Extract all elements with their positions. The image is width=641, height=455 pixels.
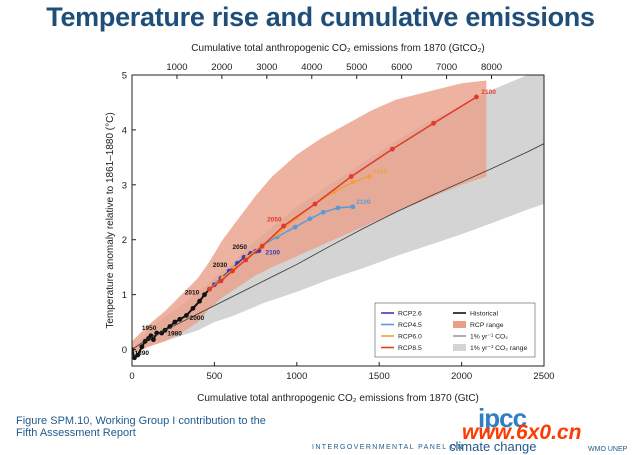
point-rcp8-5	[230, 268, 235, 274]
figure-caption: Figure SPM.10, Working Group I contribut…	[16, 415, 266, 439]
point-historical	[177, 316, 183, 322]
point-rcp8-5	[389, 146, 395, 152]
y-tick-label: 1	[122, 290, 127, 301]
point-historical	[197, 298, 202, 304]
series-layer	[132, 94, 544, 361]
year-label: 1980	[167, 331, 182, 338]
point-rcp8-5	[431, 120, 436, 126]
legend-label-1-yr-co: 1% yr⁻¹ CO₂	[470, 334, 508, 341]
point-rcp8-5	[348, 174, 354, 179]
legend-label-rcp6-0: RCP6.0	[398, 334, 422, 341]
point-rcp6-0	[366, 174, 372, 179]
point-historical	[159, 330, 165, 336]
legend-label-rcp-range: RCP range	[470, 322, 504, 329]
y-tick-label: 2	[122, 235, 127, 246]
x-tick-label: 1500	[369, 371, 390, 382]
year-label: 2000	[190, 315, 205, 322]
point-rcp8-5	[474, 94, 479, 100]
year-label: 2100	[481, 89, 496, 96]
point-historical	[151, 337, 156, 343]
point-rcp4-5	[307, 216, 313, 222]
legend-swatch-1-yr-co-range	[453, 344, 466, 351]
point-labels-layer: 1890 1950 1980 2000 2010 2030 2050 2100 2050 2100…	[134, 89, 496, 357]
point-rcp8-5	[207, 286, 212, 292]
x2-tick-label: 6000	[391, 62, 412, 73]
y-tick-label: 4	[122, 125, 127, 136]
x2-tick-label: 8000	[481, 62, 502, 73]
x2-tick-label: 3000	[256, 62, 277, 73]
x-tick-label: 500	[206, 371, 222, 382]
legend: RCP2.6 RCP4.5 RCP6.0 RCP8.5 Historical RCP ra…	[374, 302, 536, 358]
x2-tick-label: 5000	[346, 62, 367, 73]
legend-label-historical: Historical	[470, 311, 498, 318]
legend-swatch-rcp-range	[453, 321, 466, 328]
year-label: 2050	[233, 244, 248, 251]
y-tick-label: 3	[122, 180, 127, 191]
x-tick-label: 2500	[533, 371, 554, 382]
point-rcp6-0	[350, 179, 356, 185]
year-label: 1950	[142, 325, 157, 332]
point-rcp8-5	[259, 243, 265, 249]
x-tick-label: 2000	[451, 371, 472, 382]
x-tick-label: 1000	[286, 371, 307, 382]
series-line-1-yr-co	[132, 143, 544, 350]
x2-tick-label: 7000	[436, 62, 457, 73]
point-rcp4-5	[292, 224, 298, 230]
year-label: 2100	[265, 249, 280, 256]
caption-line-2: Fifth Assessment Report	[16, 427, 136, 439]
point-rcp8-5	[312, 201, 318, 207]
point-historical	[135, 352, 141, 358]
year-label: 2100	[356, 199, 371, 206]
ipcc-logo: ipcc	[478, 403, 527, 433]
legend-label-1-yr-co-range: 1% yr⁻¹ CO₂ range	[470, 345, 527, 352]
slide-title: Temperature rise and cumulative emission…	[46, 2, 595, 32]
axes-layer: 0 500 1000 1500 2000 2500 0 1 2 3 4 5 1000 2000 3000 40…	[105, 43, 555, 404]
x-tick-label: 0	[129, 371, 134, 382]
footer-climate-change: climate change	[449, 439, 537, 454]
year-label: 2050	[267, 216, 282, 223]
year-label: 2100	[373, 169, 388, 176]
point-historical	[190, 305, 196, 311]
point-historical	[139, 344, 145, 350]
point-rcp8-5	[243, 257, 249, 263]
legend-label-rcp4-5: RCP4.5	[398, 322, 422, 329]
point-rcp4-5	[320, 209, 326, 215]
year-label: 2030	[213, 262, 228, 269]
x2-tick-label: 2000	[211, 62, 232, 73]
x-axis-label: Cumulative total anthropogenic CO₂ emiss…	[197, 393, 479, 404]
point-rcp8-5	[218, 278, 224, 284]
year-label: 1890	[134, 350, 149, 357]
legend-label-rcp2-6: RCP2.6	[398, 311, 422, 318]
x2-tick-label: 1000	[166, 62, 187, 73]
partner-logos: WMO UNEP	[588, 446, 628, 453]
footer-organization: INTERGOVERNMENTAL PANEL ON	[312, 444, 464, 451]
y-tick-label: 0	[122, 345, 127, 356]
x2-tick-label: 4000	[301, 62, 322, 73]
point-rcp8-5	[281, 223, 287, 229]
y-axis-label: Temperature anomaly relative to 1861–188…	[105, 112, 116, 328]
point-historical	[183, 313, 189, 318]
legend-label-rcp8-5: RCP8.5	[398, 345, 422, 352]
point-historical	[202, 292, 207, 298]
x2-axis-label: Cumulative total anthropogenic CO₂ emiss…	[191, 43, 484, 54]
plot-frame	[131, 74, 545, 367]
point-historical	[132, 355, 137, 361]
y-tick-label: 5	[122, 71, 127, 82]
watermark: www.6x0.cn	[462, 421, 582, 444]
point-historical	[172, 319, 178, 325]
caption-line-1: Figure SPM.10, Working Group I contribut…	[16, 415, 266, 427]
year-label: 2010	[185, 289, 200, 296]
point-rcp4-5	[335, 205, 341, 211]
point-rcp4-5	[350, 204, 356, 210]
